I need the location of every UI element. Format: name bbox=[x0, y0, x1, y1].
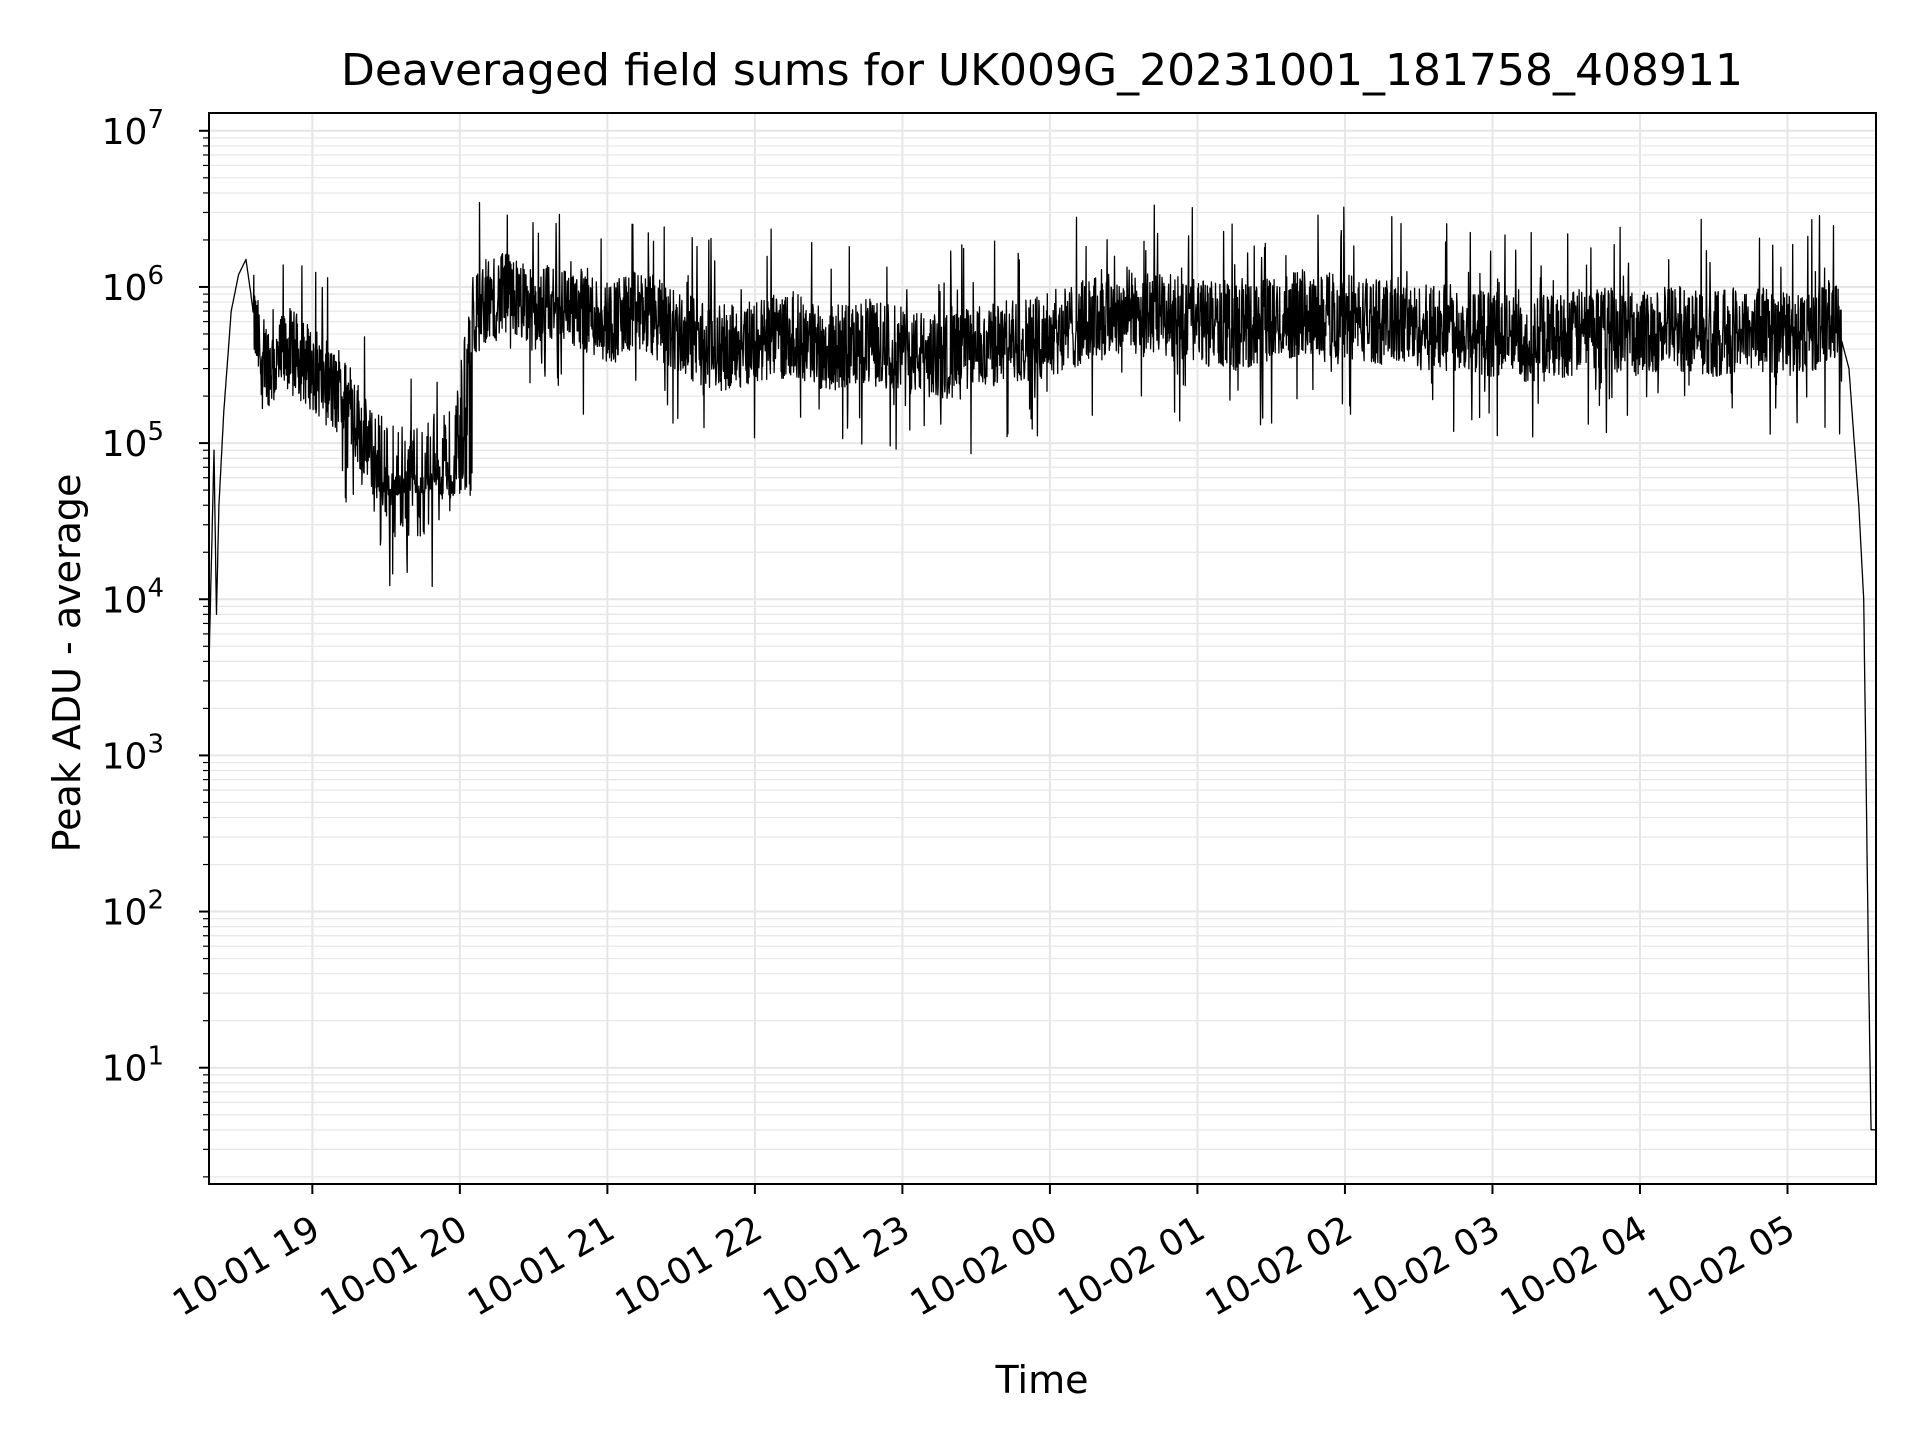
y-tick-label: 107 bbox=[102, 105, 164, 153]
y-tick-label-exponent: 4 bbox=[147, 573, 164, 603]
y-tick-label-base: 10 bbox=[102, 893, 148, 934]
y-tick-label-base: 10 bbox=[102, 1049, 148, 1090]
y-tick-label-exponent: 3 bbox=[147, 729, 164, 759]
y-tick-label-base: 10 bbox=[102, 580, 148, 621]
y-tick-label-base: 10 bbox=[102, 268, 148, 309]
y-tick-label: 101 bbox=[102, 1042, 164, 1090]
y-tick-label: 104 bbox=[102, 573, 164, 621]
y-axis-label: Peak ADU - average bbox=[45, 474, 89, 853]
chart-title: Deaveraged field sums for UK009G_2023100… bbox=[341, 45, 1743, 96]
y-tick-label-base: 10 bbox=[102, 736, 148, 777]
y-tick-label: 105 bbox=[102, 417, 164, 465]
y-tick-label-base: 10 bbox=[102, 112, 148, 153]
y-tick-label: 106 bbox=[102, 261, 164, 309]
plot-frame bbox=[208, 112, 1877, 1185]
y-tick-label-base: 10 bbox=[102, 424, 148, 465]
y-tick-label: 102 bbox=[102, 886, 164, 934]
y-tick-label-exponent: 1 bbox=[147, 1042, 164, 1072]
y-tick-label-exponent: 7 bbox=[147, 105, 164, 135]
y-tick-label-exponent: 6 bbox=[147, 261, 164, 291]
x-axis-label: Time bbox=[995, 1358, 1089, 1402]
series-line bbox=[208, 201, 1877, 1184]
y-tick-label-exponent: 5 bbox=[147, 417, 164, 447]
y-tick-label-exponent: 2 bbox=[147, 886, 164, 916]
y-tick-label: 103 bbox=[102, 729, 164, 777]
